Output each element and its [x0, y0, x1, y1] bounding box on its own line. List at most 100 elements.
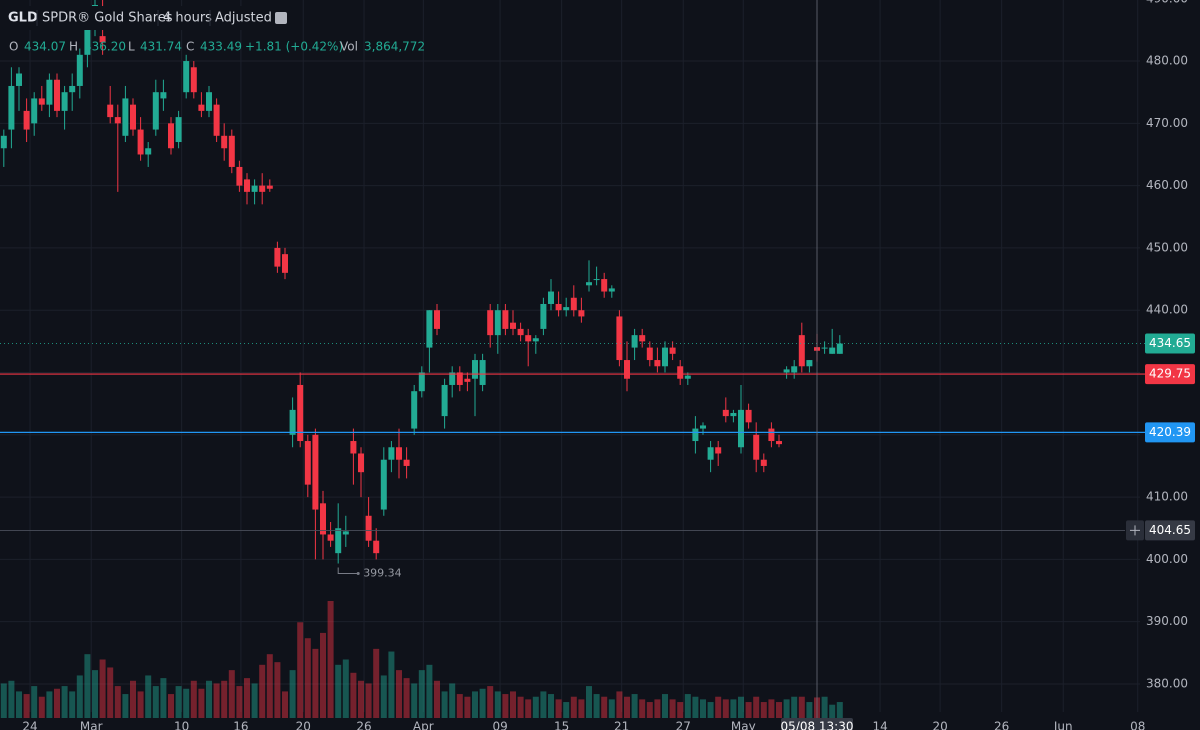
settings-icon[interactable]	[275, 12, 287, 24]
volume-bar	[677, 702, 684, 718]
volume-bar	[821, 696, 828, 718]
candle-body	[593, 279, 600, 281]
candle-body	[320, 503, 326, 535]
candle-body	[69, 85, 76, 93]
volume-bar	[783, 699, 790, 718]
candle-body	[608, 288, 615, 292]
volume-bar	[69, 691, 76, 718]
x-tick-label: 08	[1130, 720, 1145, 730]
volume-bar	[836, 702, 843, 718]
candle-body	[745, 409, 752, 423]
candle-body	[251, 185, 258, 192]
volume-bar	[662, 694, 668, 718]
volume-bar	[479, 688, 486, 718]
volume-bar	[525, 699, 532, 718]
legend-change: +1.81 (+0.42%)	[245, 40, 343, 54]
candle-body	[684, 375, 691, 379]
volume-bar	[274, 662, 281, 718]
volume-bar	[540, 691, 547, 718]
volume-bar	[494, 691, 501, 718]
price-tag	[1145, 520, 1195, 541]
candle-body	[365, 515, 372, 541]
volume-bar	[145, 675, 152, 718]
volume-bar	[168, 694, 174, 718]
candle-body	[532, 338, 539, 342]
legend-label: L	[128, 40, 135, 54]
volume-bar	[114, 686, 121, 718]
header: GLD SPDR® Gold Shares 4 hours Adjusted O…	[2, 6, 425, 54]
volume-bar	[441, 691, 448, 718]
volume-bar	[707, 702, 714, 718]
candle-body	[601, 279, 608, 292]
y-tick-label: 400.00	[1146, 552, 1188, 566]
x-tick-label: Jun	[1053, 720, 1073, 730]
volume-bar	[791, 696, 798, 718]
y-tick-label: 440.00	[1146, 303, 1188, 317]
volume-bar	[183, 688, 190, 718]
volume-bar	[464, 696, 471, 718]
candle-body	[282, 254, 288, 273]
price-tag-label: 429.75	[1149, 367, 1191, 381]
low-label: 399.34	[363, 566, 402, 579]
volume-bar	[190, 680, 197, 718]
x-tick-label: 09	[492, 720, 507, 730]
candle-body	[61, 92, 68, 111]
candle-body	[639, 335, 646, 342]
x-tick-label: 20	[296, 720, 311, 730]
volume-bar	[358, 680, 364, 718]
candle-body	[806, 360, 813, 367]
volume-bar	[753, 696, 760, 718]
volume-bar	[646, 702, 653, 718]
volume-bar	[396, 670, 402, 718]
volume-bar	[669, 699, 676, 718]
candle-body	[38, 98, 45, 105]
volume-bar	[624, 696, 630, 718]
candle-body	[487, 310, 494, 336]
candle-body	[760, 459, 767, 466]
low-dot	[356, 571, 360, 575]
volume-bar	[107, 667, 114, 718]
volume-bar	[434, 680, 440, 718]
candle-body	[76, 54, 83, 86]
candle-body	[441, 384, 448, 417]
volume-bar	[236, 686, 243, 718]
volume-bar	[282, 691, 288, 718]
candle-body	[304, 441, 311, 485]
volume-bar	[266, 654, 273, 718]
volume-bar	[289, 670, 296, 718]
candle-body	[753, 434, 760, 460]
volume-bar	[639, 699, 646, 718]
mode[interactable]: Adjusted	[215, 11, 272, 26]
crosshair-price: 404.65	[1149, 523, 1191, 537]
symbol[interactable]: GLD	[8, 11, 38, 26]
y-tick-label: 390.00	[1146, 614, 1188, 628]
candle-body	[836, 343, 843, 354]
candle-body	[8, 85, 15, 130]
volume-bar	[654, 699, 661, 718]
candle-body	[502, 310, 509, 329]
legend-value: 431.74	[140, 40, 182, 54]
volume-bar	[548, 694, 554, 718]
candle-body	[168, 123, 174, 149]
candle-body	[738, 409, 744, 448]
y-tick-label: 490.00	[1146, 0, 1188, 5]
volume-bar	[251, 683, 258, 718]
candle-body	[160, 92, 167, 99]
volume-bar	[502, 694, 509, 718]
price-tag-label: 420.39	[1149, 425, 1191, 439]
volume-bar	[532, 696, 539, 718]
candle-body	[494, 310, 501, 336]
volume-bar	[320, 632, 326, 718]
candle-body	[0, 135, 7, 149]
candle-body	[548, 291, 554, 304]
price-tag-label: 434.65	[1149, 336, 1191, 350]
interval[interactable]: 4 hours	[163, 11, 212, 26]
volume-bar	[426, 664, 433, 718]
candle-body	[31, 98, 38, 124]
volume-bar	[198, 688, 205, 718]
candle-body	[289, 409, 296, 435]
volume-bar	[586, 686, 592, 718]
volume-bar	[403, 678, 410, 718]
candle-body	[578, 310, 585, 317]
